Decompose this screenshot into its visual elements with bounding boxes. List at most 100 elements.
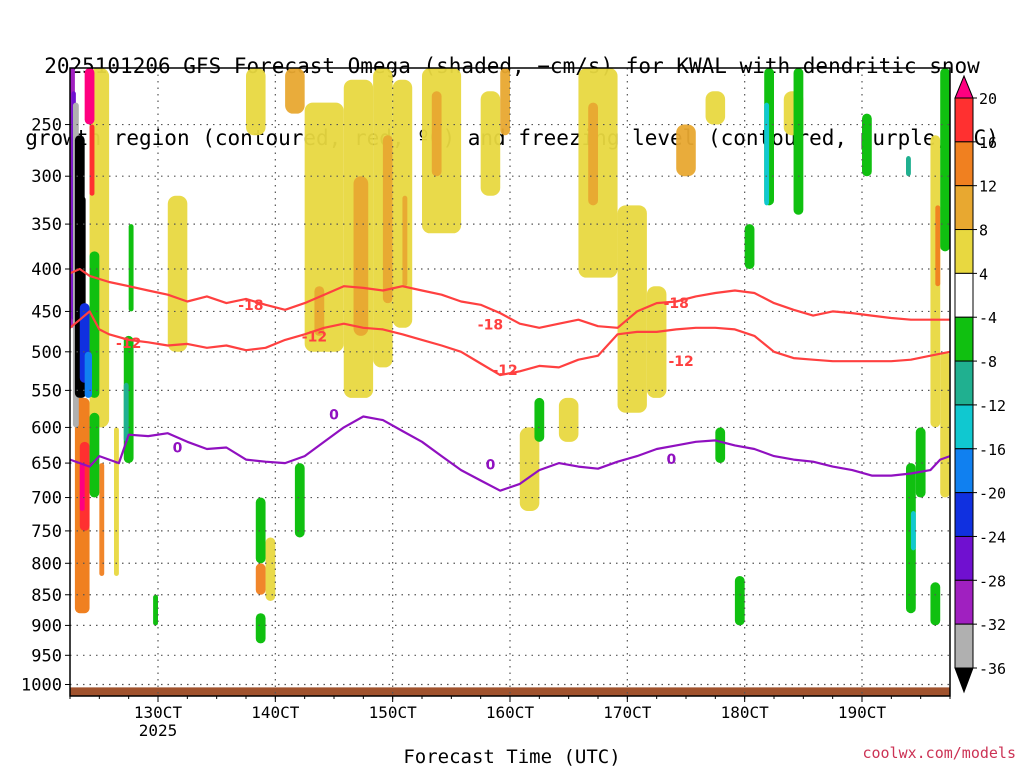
y-tick-label: 300	[31, 167, 62, 187]
colorbar-label: 8	[979, 222, 988, 240]
omega-cell	[89, 124, 95, 196]
omega-cell	[734, 575, 745, 626]
colorbar-label: -32	[979, 616, 1006, 634]
colorbar-swatch	[954, 97, 974, 143]
x-axis: 130CT 140CT 150CT 160CT 170CT 180CT 190CT 2025	[69, 696, 951, 740]
omega-cell	[382, 135, 393, 304]
omega-cell	[793, 68, 804, 215]
contour-label: 0	[329, 407, 339, 423]
x-tick-sublabel: 2025	[139, 721, 178, 740]
omega-cell	[500, 68, 510, 136]
omega-cell	[940, 68, 950, 252]
omega-cell	[764, 102, 770, 206]
colorbar-swatch	[954, 623, 974, 669]
grid-lines	[70, 68, 950, 696]
y-tick-label: 400	[31, 260, 62, 280]
chart-title: 2025101206 GFS Forecast Omega (shaded, −…	[0, 6, 1024, 174]
colorbar-label: 12	[979, 178, 997, 196]
omega-cell	[255, 563, 266, 595]
omega-cell	[558, 397, 579, 442]
omega-cell	[246, 68, 266, 136]
omega-cell	[114, 427, 119, 576]
colorbar-arrow-bottom	[954, 667, 974, 694]
omega-cell	[431, 91, 442, 177]
y-tick-label: 350	[31, 215, 62, 235]
omega-cell	[617, 205, 647, 413]
omega-cell	[915, 427, 926, 498]
colorbar-label: -8	[979, 353, 997, 371]
omega-shading	[70, 68, 950, 696]
contour-label: -12	[116, 336, 141, 352]
colorbar-arrow-top	[954, 74, 974, 99]
omega-cell	[255, 497, 266, 564]
contour-label: -12	[492, 363, 517, 379]
colorbar-label: -28	[979, 572, 1006, 590]
omega-cell	[153, 594, 158, 626]
colorbar-swatch	[954, 185, 974, 231]
omega-cell	[294, 463, 305, 538]
colorbar-swatch	[954, 272, 974, 318]
omega-cell	[167, 195, 188, 352]
omega-cell	[255, 613, 266, 644]
contour-lines	[70, 267, 950, 492]
y-tick-label: 800	[31, 554, 62, 574]
x-axis-label: Forecast Time (UTC)	[403, 746, 621, 768]
colorbar-swatch	[954, 535, 974, 581]
colorbar-label: 20	[979, 90, 997, 108]
omega-cell	[84, 68, 95, 125]
contour-label: 0	[666, 452, 676, 468]
colorbar-swatch	[954, 448, 974, 494]
omega-cell	[930, 582, 941, 626]
colorbar-label: -20	[979, 485, 1006, 503]
colorbar-swatch	[954, 579, 974, 625]
y-tick-label: 600	[31, 418, 62, 438]
omega-cell	[519, 427, 540, 512]
omega-cell	[392, 79, 413, 328]
contour-line	[70, 267, 950, 329]
y-tick-label: 1000	[21, 676, 62, 696]
colorbar-swatch	[954, 141, 974, 187]
contour-line	[70, 310, 950, 377]
omega-cell	[940, 351, 950, 498]
contour-label: -18	[238, 298, 263, 314]
omega-cell	[402, 195, 408, 287]
y-tick-label: 850	[31, 586, 62, 606]
colorbar-swatch	[954, 492, 974, 537]
omega-cell	[705, 91, 726, 125]
omega-cell	[84, 351, 92, 398]
chart-title-line-1: 2025101206 GFS Forecast Omega (shaded, −…	[44, 54, 980, 78]
x-tick-label: 180CT	[721, 703, 770, 722]
omega-cell	[646, 286, 667, 398]
x-tick-label: 140CT	[251, 703, 300, 722]
colorbar-swatch	[954, 360, 974, 406]
omega-cell	[79, 463, 85, 512]
omega-cell	[935, 205, 941, 287]
colorbar-label: -4	[979, 309, 997, 327]
colorbar: 20 16 12 8 4 -4 -8 -12 -16 -20 -24 -28 -32 -36	[954, 74, 1006, 694]
colorbar-swatch	[954, 404, 974, 450]
colorbar-label: 4	[979, 265, 988, 283]
contour-label: -18	[478, 318, 503, 334]
colorbar-label: -36	[979, 660, 1006, 678]
contour-label: 0	[173, 441, 183, 457]
omega-cell	[676, 124, 696, 177]
omega-cell	[862, 113, 872, 177]
omega-cell	[906, 156, 911, 177]
omega-cell	[534, 397, 545, 442]
y-tick-label: 750	[31, 522, 62, 542]
contour-labels: -18 -12 -12 -18 -12 -18 -12 0 0 0 0	[116, 296, 694, 473]
y-tick-label: 650	[31, 454, 62, 474]
contour-label: -12	[668, 354, 693, 370]
x-tick-label: 150CT	[369, 703, 418, 722]
omega-cell	[99, 463, 105, 576]
colorbar-label: -16	[979, 441, 1006, 459]
omega-cell	[123, 382, 129, 442]
omega-cell	[588, 102, 598, 206]
omega-cell	[128, 224, 134, 312]
colorbar-swatch	[954, 229, 974, 274]
omega-cell	[744, 224, 755, 269]
contour-label: 0	[486, 457, 496, 473]
credit-link[interactable]: coolwx.com/models	[862, 744, 1016, 762]
x-tick-label: 130CT	[134, 703, 183, 722]
